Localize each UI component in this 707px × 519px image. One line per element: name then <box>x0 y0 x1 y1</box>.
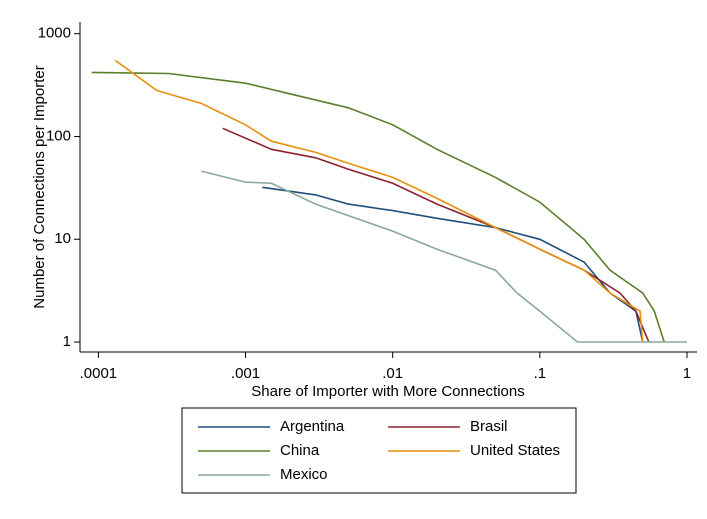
x-tick-label: .01 <box>382 365 403 382</box>
x-axis-label: Share of Importer with More Connections <box>251 383 524 400</box>
series-line <box>114 59 644 343</box>
series-line <box>222 127 650 343</box>
x-tick-label: .0001 <box>80 365 118 382</box>
series-line <box>201 170 687 343</box>
y-tick-label: 1 <box>63 333 71 350</box>
legend-label: Mexico <box>280 466 328 483</box>
x-tick-label: 1 <box>683 365 691 382</box>
y-tick-label: 10 <box>54 230 71 247</box>
y-axis-label: Number of Connections per Importer <box>31 65 48 308</box>
series-line <box>91 71 665 343</box>
legend-label: Argentina <box>280 418 345 435</box>
x-tick-label: .001 <box>231 365 260 382</box>
legend-label: China <box>280 442 320 459</box>
legend-label: United States <box>470 442 560 459</box>
y-tick-label: 100 <box>46 127 71 144</box>
y-tick-label: 1000 <box>38 25 71 42</box>
legend-label: Brasil <box>470 418 508 435</box>
x-tick-label: .1 <box>534 365 547 382</box>
